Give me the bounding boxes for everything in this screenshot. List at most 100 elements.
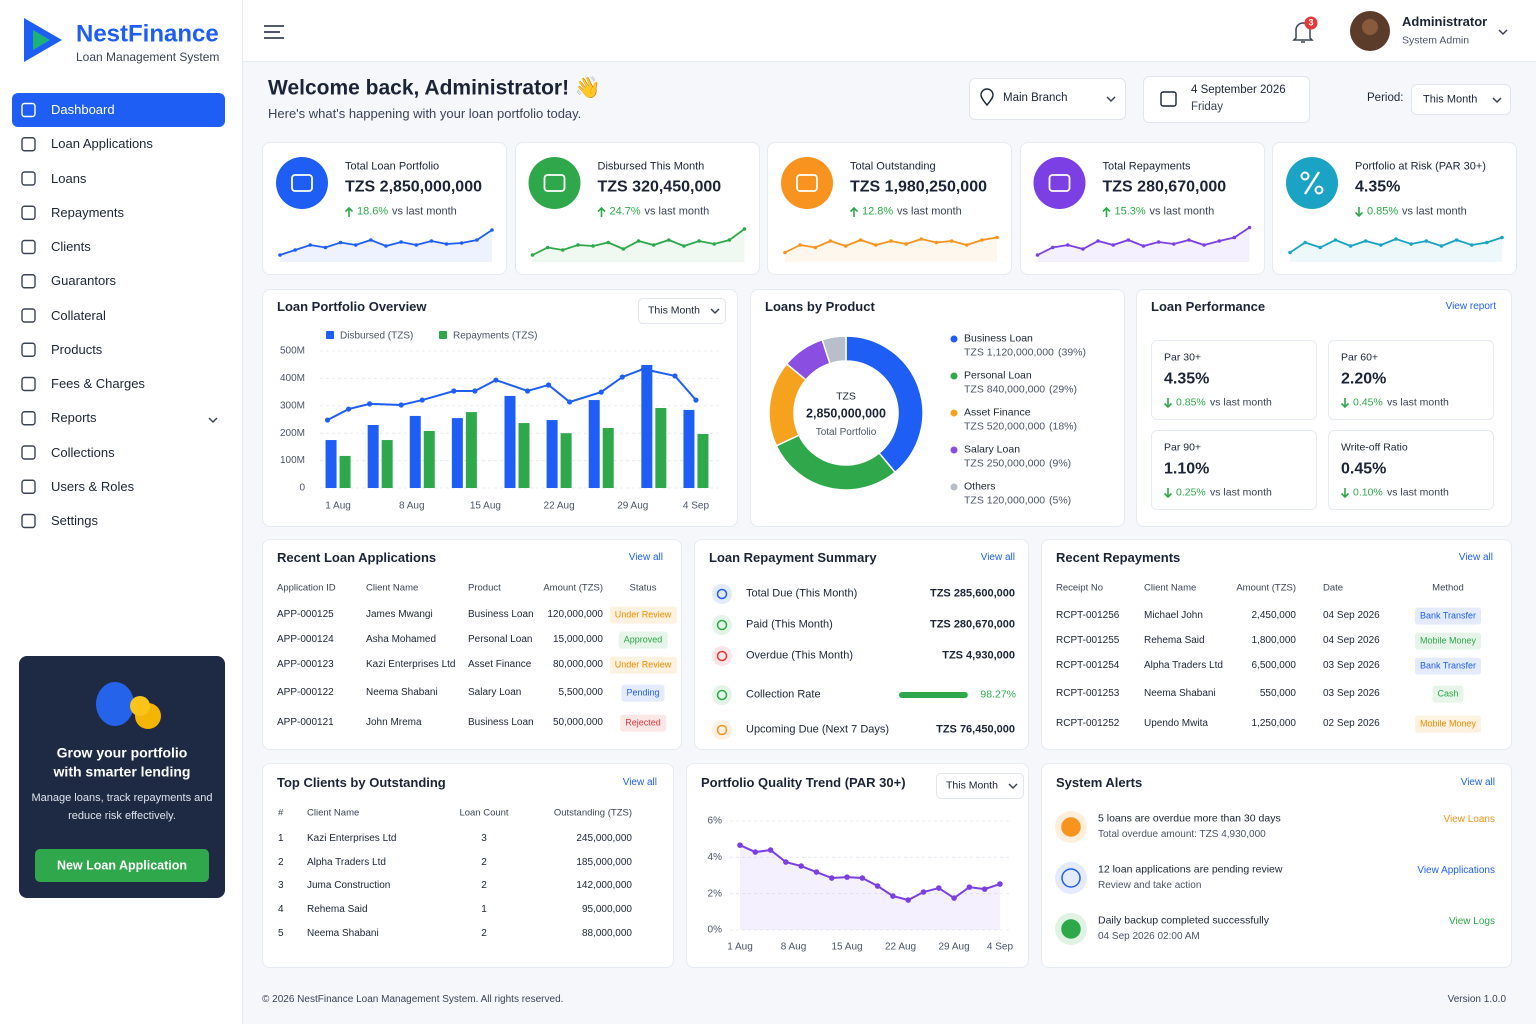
promo-button-label[interactable]: New Loan Application (56, 858, 188, 873)
panel-title: Loan Portfolio Overview (277, 299, 427, 315)
performance-change: 0.45% (1353, 396, 1383, 409)
kpi-value: 4.35% (1355, 178, 1401, 196)
table-header: Status (629, 582, 657, 594)
summary-value: TZS 76,450,000 (936, 723, 1015, 736)
table-cell: Asset Finance (468, 659, 532, 670)
kpi-change-note: vs last month (897, 205, 962, 218)
nav-item[interactable]: Dashboard (51, 102, 115, 118)
brand-tagline: Loan Management System (76, 49, 220, 64)
kpi-change: 24.7% (609, 205, 641, 218)
kpi-change-note: vs last month (1149, 205, 1215, 218)
table-cell: 2,450,000 (1251, 610, 1297, 621)
table-cell: 04 Sep 2026 (1323, 635, 1380, 646)
panel-link[interactable]: View all (980, 552, 1015, 563)
nav-item[interactable]: Loan Applications (51, 136, 153, 152)
summary-label: Paid (This Month) (746, 618, 833, 631)
summary-label: Collection Rate (746, 688, 821, 701)
table-cell: Business Loan (468, 717, 534, 728)
legend-amount: TZS 120,000,000 (964, 494, 1046, 507)
nav-item[interactable]: Collections (51, 444, 115, 460)
table-cell: Rehema Said (1144, 635, 1205, 646)
table-cell: 5 (278, 927, 284, 939)
status-badge: Approved (618, 631, 668, 649)
panel-link[interactable]: View all (622, 777, 657, 788)
panel-link[interactable]: View all (1460, 777, 1495, 788)
user-role: System Admin (1402, 34, 1470, 47)
kpi-change: 0.85% (1367, 205, 1399, 218)
kpi-label: Portfolio at Risk (PAR 30+) (1355, 160, 1486, 173)
table-cell: 185,000,000 (576, 856, 632, 868)
panel-title: Loans by Product (765, 299, 875, 315)
nav-item[interactable]: Collateral (51, 307, 106, 323)
promo-button[interactable] (35, 849, 209, 882)
legend-name: Personal Loan (964, 369, 1032, 382)
table-cell: John Mrema (366, 717, 422, 728)
donut-total: 2,850,000,000 (806, 406, 886, 421)
panel-link[interactable]: View all (628, 552, 663, 563)
period-value[interactable]: This Month (946, 779, 998, 792)
table-cell: APP-000123 (277, 659, 334, 670)
table-cell: 2 (481, 880, 487, 892)
table-header: Receipt No (1056, 582, 1103, 594)
nav-item[interactable]: Reports (51, 410, 97, 426)
summary-rate: 98.27% (980, 688, 1016, 701)
table-cell: Alpha Traders Ltd (307, 856, 386, 868)
table-cell: RCPT-001254 (1056, 660, 1120, 671)
period-value[interactable]: This Month (1423, 93, 1478, 106)
table-cell: Asha Mohamed (366, 634, 437, 645)
alert-action[interactable]: View Loans (1443, 814, 1495, 825)
alert-action[interactable]: View Applications (1417, 865, 1495, 876)
kpi-value: TZS 320,450,000 (597, 178, 722, 196)
branch-select[interactable] (969, 78, 1126, 120)
panel (262, 539, 682, 750)
performance-value: 1.10% (1164, 460, 1210, 478)
legend-percent: (39%) (1058, 346, 1087, 359)
performance-card (1328, 340, 1494, 420)
table-cell: 04 Sep 2026 (1323, 610, 1380, 621)
status-badge: Bank Transfer (1414, 657, 1482, 675)
table-cell: 80,000,000 (552, 659, 603, 670)
nav-item[interactable]: Repayments (51, 204, 124, 220)
period-value[interactable]: This Month (648, 304, 700, 317)
table-cell: 03 Sep 2026 (1323, 688, 1380, 699)
nav-item[interactable]: Fees & Charges (51, 376, 145, 392)
panel-link[interactable]: View all (1458, 552, 1493, 563)
table-cell: 142,000,000 (576, 880, 632, 892)
nav-item[interactable]: Settings (51, 513, 98, 529)
panel (1041, 539, 1512, 750)
legend-name: Others (964, 480, 996, 493)
nav-item[interactable]: Guarantors (51, 273, 117, 289)
status-badge: Cash (1432, 685, 1464, 703)
nav-item[interactable]: Clients (51, 239, 91, 255)
table-cell: RCPT-001256 (1056, 610, 1120, 621)
branch-value[interactable]: Main Branch (1003, 92, 1068, 105)
panel (694, 539, 1029, 750)
table-cell: 3 (481, 833, 487, 844)
nav-item[interactable]: Loans (51, 170, 87, 186)
legend-amount: TZS 250,000,000 (964, 457, 1046, 470)
welcome-title: Welcome back, Administrator! 👋 (268, 76, 602, 100)
legend-amount: TZS 1,120,000,000 (964, 346, 1054, 359)
table-cell: APP-000124 (277, 634, 334, 645)
nav-active-bg[interactable] (12, 93, 225, 127)
legend-amount: TZS 520,000,000 (964, 420, 1046, 433)
kpi-value: TZS 1,980,250,000 (850, 178, 987, 196)
table-cell: RCPT-001252 (1056, 718, 1120, 729)
kpi-label: Total Loan Portfolio (345, 160, 440, 173)
kpi-label: Total Repayments (1102, 160, 1191, 173)
panel-link[interactable]: View report (1445, 301, 1496, 312)
alert-action[interactable]: View Logs (1449, 916, 1495, 927)
top-bar (243, 0, 1536, 62)
table-header: Product (468, 582, 501, 594)
table-cell: 4 (278, 904, 284, 916)
table-cell: Juma Construction (307, 880, 391, 892)
notification-count: 3 (1308, 17, 1314, 28)
table-cell: 02 Sep 2026 (1323, 718, 1380, 729)
nav-item[interactable]: Products (51, 341, 103, 357)
promo-title: with smarter lending (53, 763, 191, 780)
performance-note: vs last month (1387, 396, 1449, 409)
nav-item[interactable]: Users & Roles (51, 478, 135, 494)
table-cell: APP-000121 (277, 717, 334, 728)
table-cell: Personal Loan (468, 634, 533, 645)
